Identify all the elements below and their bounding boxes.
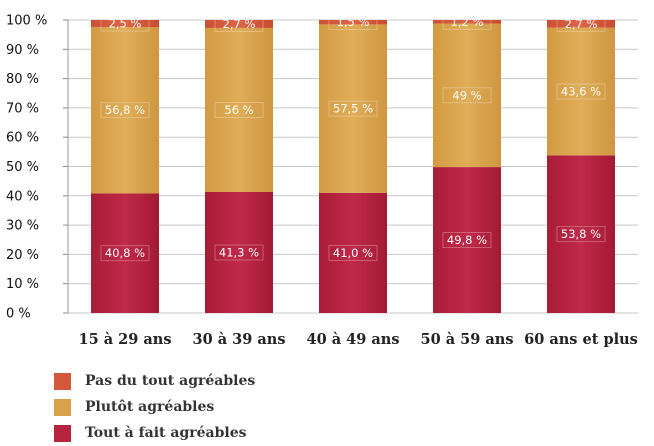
data-label-box bbox=[328, 14, 378, 31]
data-label: 57,5 % bbox=[333, 102, 373, 116]
data-label-box bbox=[214, 102, 264, 118]
bar-segment bbox=[91, 27, 159, 194]
data-label: 1,2 % bbox=[451, 15, 484, 29]
x-category-label: 60 ans et plus bbox=[524, 331, 638, 348]
bar-segment bbox=[547, 27, 615, 156]
bar-segment bbox=[547, 155, 615, 313]
legend-item: Pas du tout agréables bbox=[54, 368, 255, 394]
data-label-box bbox=[328, 245, 378, 261]
bar-segment bbox=[91, 193, 159, 313]
x-category-label: 15 à 29 ans bbox=[79, 331, 172, 348]
y-tick-label: 90 % bbox=[6, 43, 39, 58]
y-tick-label: 80 % bbox=[6, 72, 39, 87]
bar-segment bbox=[547, 20, 615, 28]
data-label: 41,0 % bbox=[333, 246, 373, 260]
x-category-label: 50 à 59 ans bbox=[421, 331, 514, 348]
data-label: 1,5 % bbox=[337, 15, 370, 29]
data-label: 2,7 % bbox=[565, 17, 598, 31]
bar-segment bbox=[433, 20, 501, 24]
y-tick-label: 10 % bbox=[6, 277, 39, 292]
data-label: 2,7 % bbox=[223, 17, 256, 31]
data-label-box bbox=[442, 13, 492, 30]
data-label-box bbox=[442, 232, 492, 248]
bar-segment bbox=[319, 20, 387, 25]
data-label-box bbox=[214, 16, 264, 32]
y-tick-label: 40 % bbox=[6, 189, 39, 204]
data-label-box bbox=[556, 15, 606, 32]
data-label-box bbox=[442, 87, 492, 104]
y-tick-label: 50 % bbox=[6, 160, 39, 175]
data-label-box bbox=[556, 226, 606, 243]
data-label-box bbox=[100, 245, 150, 262]
data-label-box bbox=[328, 100, 378, 117]
chart-legend: Pas du tout agréables Plutôt agréables Tou… bbox=[54, 368, 255, 446]
bar-segment bbox=[205, 27, 273, 192]
bar-segment bbox=[319, 192, 387, 313]
x-category-label: 30 à 39 ans bbox=[193, 331, 286, 348]
bar-segment bbox=[91, 20, 159, 28]
data-label: 49 % bbox=[452, 88, 481, 102]
legend-item: Plutôt agréables bbox=[54, 394, 255, 420]
data-label: 49,8 % bbox=[447, 233, 487, 247]
data-label: 40,8 % bbox=[105, 246, 145, 260]
y-tick-label: 20 % bbox=[6, 248, 39, 263]
data-label: 43,6 % bbox=[561, 84, 601, 98]
legend-swatch bbox=[54, 398, 71, 416]
y-tick-label: 60 % bbox=[6, 131, 39, 146]
legend-item: Tout à fait agréables bbox=[54, 420, 255, 446]
legend-swatch bbox=[54, 372, 71, 390]
data-label-box bbox=[100, 102, 150, 119]
data-label-box bbox=[100, 15, 150, 32]
x-category-label: 40 à 49 ans bbox=[307, 331, 400, 348]
data-label: 56,8 % bbox=[105, 103, 145, 117]
data-label: 56 % bbox=[224, 103, 253, 117]
data-label: 41,3 % bbox=[219, 245, 259, 259]
data-label: 53,8 % bbox=[561, 227, 601, 241]
legend-label: Tout à fait agréables bbox=[85, 425, 247, 441]
legend-swatch bbox=[54, 424, 71, 442]
y-tick-label: 0 % bbox=[6, 307, 31, 322]
bar-segment bbox=[433, 167, 501, 313]
bar-segment bbox=[433, 23, 501, 168]
y-tick-label: 100 % bbox=[6, 14, 47, 29]
bar-segment bbox=[205, 20, 273, 28]
data-label: 2,5 % bbox=[109, 17, 142, 31]
legend-label: Pas du tout agréables bbox=[85, 373, 256, 389]
bar-segment bbox=[319, 24, 387, 193]
y-tick-label: 30 % bbox=[6, 219, 39, 234]
data-label-box bbox=[214, 244, 264, 261]
legend-label: Plutôt agréables bbox=[85, 399, 215, 415]
data-label-box bbox=[556, 83, 606, 100]
bar-segment bbox=[205, 191, 273, 313]
y-tick-label: 70 % bbox=[6, 101, 39, 116]
